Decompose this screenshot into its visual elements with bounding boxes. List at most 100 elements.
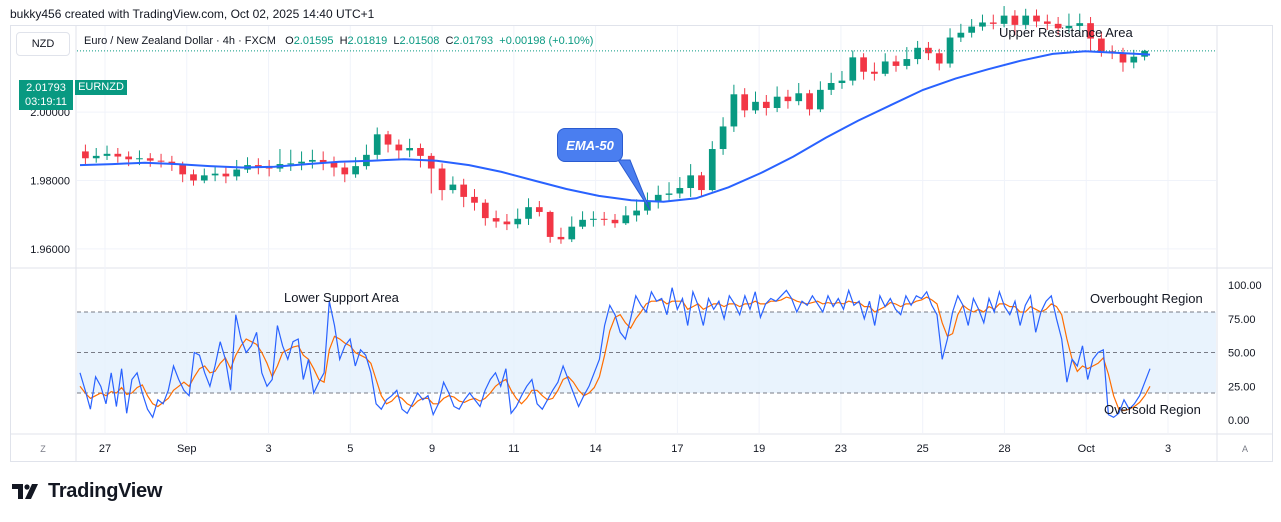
candle-body bbox=[157, 160, 165, 162]
candle-body bbox=[449, 184, 457, 191]
candle-body bbox=[968, 26, 976, 33]
candle-body bbox=[622, 215, 630, 224]
candle-body bbox=[546, 211, 554, 237]
chart-frame[interactable] bbox=[10, 25, 1273, 462]
symbol-name: Euro / New Zealand Dollar · 4h · FXCM bbox=[84, 35, 276, 47]
price-tick-label: 1.96000 bbox=[30, 244, 70, 256]
currency-button[interactable]: NZD bbox=[16, 32, 70, 56]
candle-body bbox=[492, 218, 500, 222]
candle-body bbox=[427, 155, 435, 169]
candle-body bbox=[460, 184, 468, 197]
time-tick-label: 19 bbox=[753, 443, 765, 455]
candle-body bbox=[903, 59, 911, 66]
candle-body bbox=[233, 169, 241, 177]
symbol-legend: Euro / New Zealand Dollar · 4h · FXCM O2… bbox=[84, 35, 593, 47]
candle-body bbox=[698, 175, 705, 191]
candle-body bbox=[579, 219, 586, 227]
candle-body bbox=[795, 93, 803, 102]
stochastic-lines bbox=[79, 287, 1151, 419]
time-tick-label: 28 bbox=[998, 443, 1010, 455]
candle-body bbox=[136, 158, 143, 160]
candle-body bbox=[1033, 15, 1040, 22]
low-value: 2.01508 bbox=[399, 35, 440, 47]
candle-body bbox=[1011, 15, 1019, 25]
candle-body bbox=[935, 53, 943, 64]
candle-body bbox=[114, 153, 122, 157]
candle-body bbox=[665, 193, 673, 195]
candle-body bbox=[773, 96, 781, 108]
candle-body bbox=[892, 61, 900, 66]
candle-body bbox=[438, 168, 446, 191]
indicator-tick-label: 0.00 bbox=[1228, 415, 1249, 427]
candle-body bbox=[535, 207, 543, 212]
candle-body bbox=[860, 57, 867, 72]
candle-body bbox=[827, 83, 835, 90]
price-tick-label: 2.00000 bbox=[30, 107, 70, 119]
candle-body bbox=[481, 202, 489, 219]
candle-body bbox=[654, 194, 662, 202]
brand-name: TradingView bbox=[48, 480, 163, 502]
candle-body bbox=[146, 158, 154, 161]
price-countdown-box: 2.01793 03:19:11 bbox=[19, 80, 73, 110]
auto-scale-toggle[interactable]: A bbox=[1241, 444, 1248, 454]
candle-body bbox=[200, 175, 208, 181]
indicator-tick-label: 75.00 bbox=[1228, 314, 1256, 326]
time-tick-label: 3 bbox=[1165, 443, 1171, 455]
tradingview-logo[interactable]: TradingView bbox=[12, 480, 162, 503]
candle-body bbox=[881, 61, 889, 74]
candle-body bbox=[211, 173, 219, 176]
candle-body bbox=[1054, 23, 1062, 29]
log-scale-toggle[interactable]: Z bbox=[40, 444, 46, 454]
candle-body bbox=[287, 163, 295, 165]
current-price-value: 2.01793 bbox=[26, 82, 66, 94]
time-tick-label: 9 bbox=[429, 443, 435, 455]
time-tick-label: 5 bbox=[347, 443, 353, 455]
candle-body bbox=[330, 162, 338, 168]
candle-body bbox=[265, 167, 273, 169]
candle-body bbox=[1022, 15, 1030, 25]
candle-body bbox=[590, 218, 597, 220]
bar-countdown: 03:19:11 bbox=[24, 96, 67, 108]
stoch-k-line bbox=[79, 287, 1151, 419]
candle-body bbox=[525, 207, 532, 219]
price-tick-label: 1.98000 bbox=[30, 175, 70, 187]
candle-body bbox=[1065, 25, 1073, 29]
candle-body bbox=[784, 96, 792, 102]
indicator-tick-label: 100.00 bbox=[1228, 280, 1262, 292]
indicator-band bbox=[77, 311, 1216, 394]
candle-body bbox=[600, 218, 608, 220]
candle-body bbox=[925, 47, 932, 54]
candle-body bbox=[222, 173, 230, 177]
candle-body bbox=[633, 210, 640, 216]
candle-body bbox=[849, 57, 857, 81]
candle-body bbox=[1130, 56, 1138, 63]
candle-body bbox=[514, 218, 522, 225]
ema-callout-pointer bbox=[617, 159, 651, 211]
current-price-label: 2.01793 03:19:11 EURNZD bbox=[19, 80, 127, 110]
candle-body bbox=[82, 151, 89, 159]
candle-body bbox=[838, 80, 846, 84]
candle-body bbox=[957, 32, 965, 38]
candle-body bbox=[179, 164, 187, 175]
candle-body bbox=[125, 156, 132, 160]
candle-body bbox=[319, 159, 327, 163]
candle-body bbox=[395, 144, 403, 151]
time-tick-label: 17 bbox=[671, 443, 683, 455]
candle-body bbox=[384, 134, 392, 145]
candle-body bbox=[1119, 53, 1127, 63]
candle-body bbox=[708, 149, 716, 191]
candle-body bbox=[914, 47, 921, 60]
candle-body bbox=[1076, 23, 1084, 26]
oversold-label: Oversold Region bbox=[1104, 402, 1201, 417]
time-tick-label: 11 bbox=[508, 443, 519, 455]
candle-body bbox=[752, 101, 759, 111]
candle-body bbox=[989, 22, 997, 24]
candle-body bbox=[1000, 15, 1008, 24]
attribution-header: bukky456 created with TradingView.com, O… bbox=[10, 7, 375, 21]
candle-body bbox=[373, 134, 381, 155]
ema50-line bbox=[79, 50, 1151, 203]
time-tick-label: 25 bbox=[917, 443, 929, 455]
candle-body bbox=[417, 148, 424, 156]
candle-body bbox=[103, 153, 111, 156]
